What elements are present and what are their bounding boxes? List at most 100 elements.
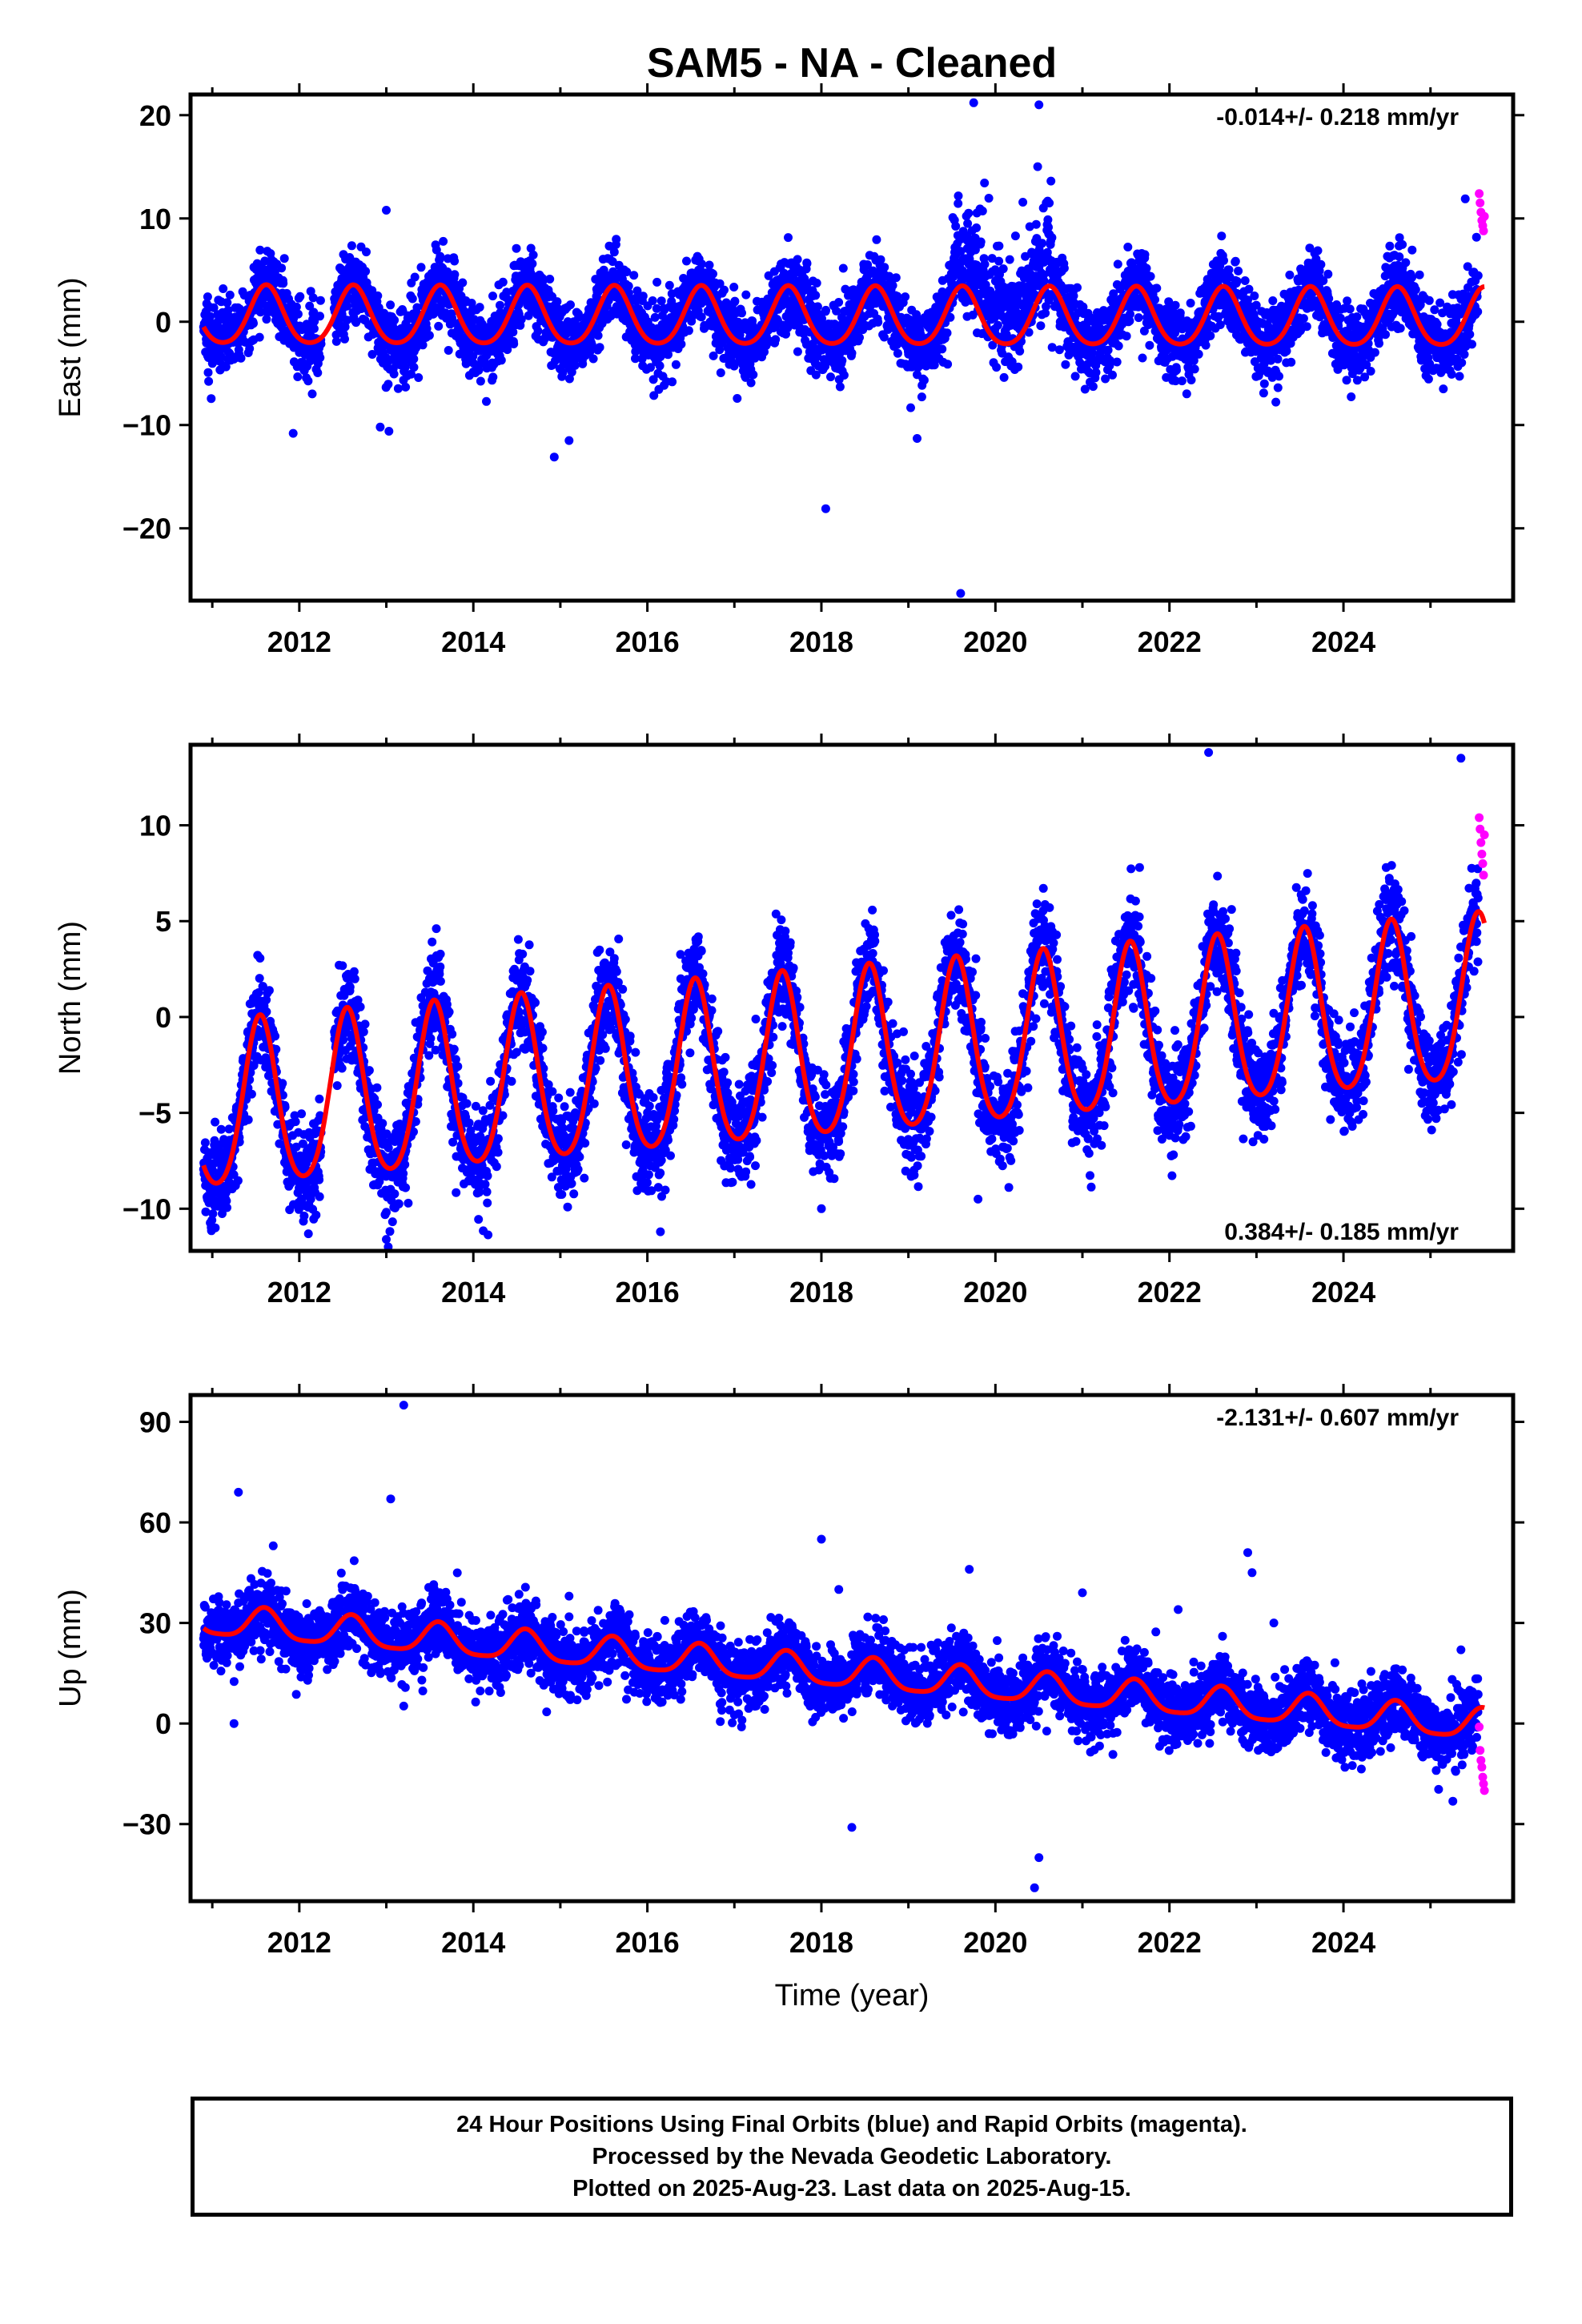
east-final-point	[533, 326, 543, 336]
east-final-point	[367, 286, 377, 296]
east-final-point	[245, 344, 255, 353]
east-final-point	[444, 346, 453, 355]
east-final-point	[632, 286, 642, 296]
east-final-point	[315, 296, 325, 305]
east-final-point	[1473, 307, 1483, 316]
east-final-point	[498, 277, 508, 287]
east-final-point	[204, 376, 214, 386]
east-final-point	[255, 332, 264, 342]
east-final-point	[1061, 360, 1070, 369]
east-final-point	[980, 259, 990, 269]
east-final-point	[468, 359, 478, 368]
east-final-point	[1352, 312, 1362, 322]
east-final-point	[646, 363, 655, 372]
east-final-point	[361, 267, 371, 276]
east-final-point	[439, 236, 448, 246]
east-final-point	[262, 315, 271, 324]
east-final-point	[951, 222, 961, 231]
east-final-point	[223, 305, 233, 315]
east-final-point	[771, 335, 781, 344]
east-final-point	[416, 263, 426, 272]
east-final-point	[668, 377, 677, 387]
east-final-point	[303, 376, 313, 386]
east-final-point	[1217, 231, 1227, 241]
east-final-point	[835, 382, 845, 392]
east-final-point	[383, 380, 393, 389]
east-final-point	[1014, 362, 1023, 372]
east-final-point	[665, 280, 674, 290]
east-final-point	[1259, 379, 1269, 388]
east-final-point	[793, 347, 802, 356]
east-final-point	[309, 324, 319, 333]
east-final-point	[834, 298, 844, 307]
east-final-point	[240, 337, 250, 347]
east-final-point	[1468, 340, 1476, 349]
east-final-point	[697, 259, 706, 269]
east-final-point	[729, 283, 739, 292]
east-final-point	[1177, 376, 1186, 386]
east-final-point	[203, 292, 212, 302]
east-final-point	[1411, 285, 1420, 295]
east-final-point	[295, 292, 305, 301]
east-final-point	[367, 350, 377, 359]
east-final-point	[409, 363, 419, 372]
east-final-point	[293, 372, 303, 381]
east-rapid-point	[1475, 189, 1484, 199]
east-final-point	[737, 308, 746, 318]
east-final-point	[564, 374, 574, 384]
east-final-point	[1415, 270, 1424, 279]
east-final-point	[917, 392, 926, 402]
east-final-point	[1142, 263, 1151, 273]
east-final-point	[340, 334, 349, 344]
east-final-point	[609, 247, 619, 257]
east-final-point	[1123, 243, 1133, 251]
east-final-point	[496, 300, 504, 310]
east-final-point	[652, 304, 661, 313]
east-final-point	[1190, 364, 1199, 374]
east-final-point	[964, 208, 974, 218]
east-final-point	[593, 331, 603, 340]
east-final-point	[1234, 266, 1243, 275]
east-final-point	[1070, 372, 1080, 381]
east-final-point	[260, 256, 270, 266]
east-final-point	[888, 281, 897, 290]
east-final-point	[1299, 314, 1308, 324]
east-final-point	[826, 372, 835, 382]
east-final-point	[1275, 372, 1283, 381]
east-final-point	[595, 343, 604, 352]
east-final-point	[972, 223, 982, 232]
east-final-point	[622, 267, 632, 276]
east-final-point	[432, 245, 441, 255]
east-final-point	[401, 382, 411, 392]
east-final-point	[1088, 382, 1098, 392]
east-final-point	[649, 391, 659, 400]
east-final-point	[652, 277, 662, 287]
east-final-point	[612, 235, 621, 244]
east-final-point	[373, 291, 383, 300]
east-final-point	[315, 312, 324, 321]
east-final-point	[784, 233, 793, 243]
east-final-point	[1043, 215, 1053, 224]
east-plot-area	[199, 98, 1489, 598]
east-final-point	[1259, 388, 1268, 398]
east-final-point	[629, 271, 639, 280]
east-final-point	[1033, 162, 1042, 171]
east-final-point	[746, 378, 756, 388]
east-final-point	[1138, 353, 1147, 363]
east-final-point	[566, 300, 575, 310]
east-final-point	[1285, 270, 1295, 279]
east-final-point	[512, 243, 521, 253]
east-final-point	[293, 309, 303, 319]
east-final-point	[839, 371, 849, 380]
east-final-point	[216, 352, 226, 361]
east-final-point	[946, 312, 955, 322]
east-final-point	[650, 312, 660, 322]
east-final-point	[1401, 258, 1411, 267]
east-final-point	[1457, 358, 1467, 368]
east-final-point	[1273, 383, 1283, 392]
east-final-point	[1316, 259, 1326, 269]
east-final-point	[1018, 198, 1028, 207]
east-final-point	[552, 297, 562, 307]
east-final-point	[671, 360, 681, 369]
east-data-layer	[199, 98, 1489, 598]
